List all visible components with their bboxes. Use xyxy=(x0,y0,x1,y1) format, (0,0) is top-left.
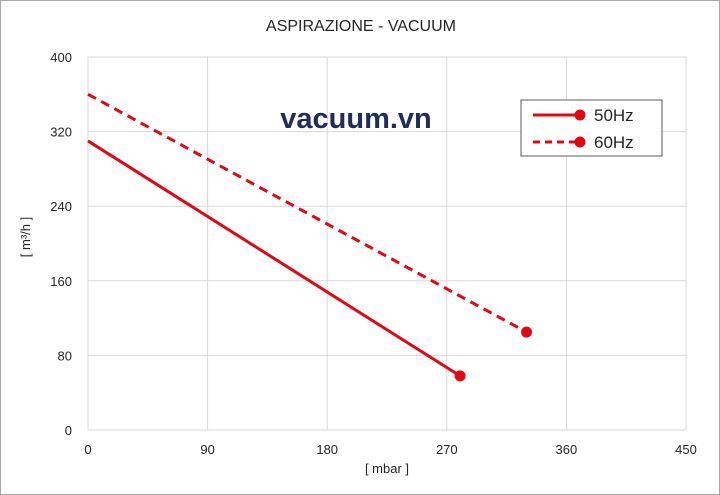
y-axis-ticks: 0 80 160 240 320 400 xyxy=(50,50,72,438)
plot-area-border xyxy=(87,56,687,431)
x-axis-ticks: 0 90 180 270 360 450 xyxy=(84,442,696,457)
legend-label: 50Hz xyxy=(594,106,634,125)
legend-items: 50Hz 60Hz xyxy=(533,106,634,152)
series-end-marker xyxy=(454,370,466,382)
x-tick-label: 360 xyxy=(556,442,578,457)
series-line xyxy=(87,92,528,334)
y-tick-label: 400 xyxy=(50,50,72,65)
series-50Hz xyxy=(87,139,466,382)
x-tick-label: 450 xyxy=(675,442,697,457)
x-tick-label: 270 xyxy=(436,442,458,457)
x-tick-label: 180 xyxy=(316,442,338,457)
series-group xyxy=(87,92,533,382)
y-axis-label: [ m³/h ] xyxy=(18,217,33,257)
y-tick-label: 80 xyxy=(58,348,72,363)
legend-item: 50Hz xyxy=(533,106,634,125)
series-60Hz xyxy=(87,92,533,338)
y-tick-label: 160 xyxy=(50,274,72,289)
x-axis-label: [ mbar ] xyxy=(365,461,409,476)
chart-title: ASPIRAZIONE - VACUUM xyxy=(266,18,456,35)
legend: 50Hz 60Hz xyxy=(520,99,663,157)
legend-swatch-marker xyxy=(574,136,586,148)
series-end-marker xyxy=(521,326,533,338)
x-tick-label: 90 xyxy=(200,442,214,457)
watermark-text: vacuum.vn xyxy=(280,103,432,135)
legend-swatch-marker xyxy=(574,109,586,121)
y-tick-label: 240 xyxy=(50,199,72,214)
legend-label: 60Hz xyxy=(594,133,634,152)
series-line xyxy=(87,139,461,378)
y-tick-label: 0 xyxy=(65,423,72,438)
y-tick-label: 320 xyxy=(50,125,72,140)
legend-box xyxy=(520,99,663,157)
legend-item: 60Hz xyxy=(533,133,634,152)
x-tick-label: 0 xyxy=(84,442,91,457)
